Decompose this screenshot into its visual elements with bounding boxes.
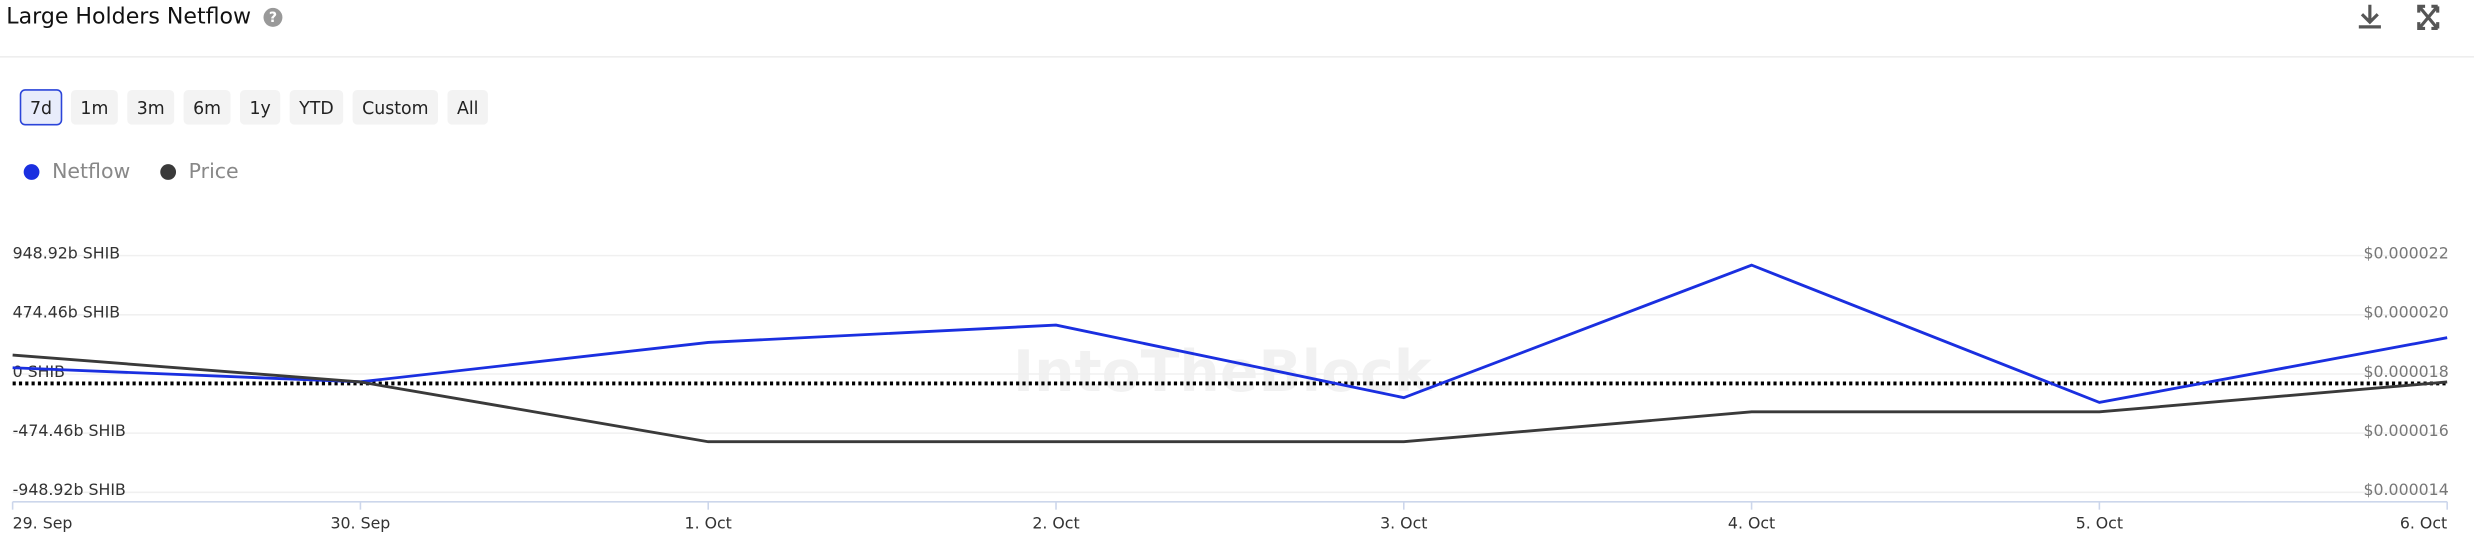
y2-tick-label: $0.000016	[2363, 421, 2448, 440]
range-button[interactable]	[289, 89, 344, 125]
x-tick-label: 30. Sep	[331, 513, 391, 532]
range-button[interactable]	[239, 89, 281, 125]
watermark: IntoTheBlock	[1013, 339, 1433, 405]
range-button-label[interactable]: 1y	[249, 99, 270, 119]
x-tick-label: 2. Oct	[1032, 513, 1079, 532]
y-tick-label: 948.92b SHIB	[13, 244, 121, 263]
x-tick-label: 5. Oct	[2076, 513, 2123, 532]
help-icon[interactable]	[263, 7, 283, 27]
legend-marker[interactable]	[160, 164, 177, 180]
range-button-label[interactable]: Custom	[362, 99, 428, 119]
y2-tick-label: $0.000020	[2363, 303, 2448, 322]
range-button-label[interactable]: 1m	[80, 99, 108, 119]
y-tick-label: 474.46b SHIB	[13, 303, 121, 322]
range-button[interactable]	[447, 89, 488, 125]
range-button[interactable]	[19, 89, 63, 126]
range-button[interactable]	[70, 89, 118, 125]
y2-tick-label: $0.000014	[2363, 480, 2448, 499]
range-button[interactable]	[183, 89, 231, 125]
download-icon[interactable]	[2358, 4, 2381, 29]
range-button-label[interactable]: 3m	[137, 99, 165, 119]
x-tick-label: 4. Oct	[1728, 513, 1775, 532]
y-tick-label: -948.92b SHIB	[13, 480, 126, 499]
legend-marker[interactable]	[23, 164, 40, 180]
series-line	[12, 353, 2448, 444]
y-tick-label: 0 SHIB	[13, 362, 65, 381]
x-tick-label: 6. Oct	[2400, 513, 2447, 532]
legend-label[interactable]: Netflow	[52, 159, 130, 183]
range-button-label[interactable]: 7d	[30, 99, 52, 119]
range-button-label[interactable]: 6m	[193, 99, 221, 119]
x-tick-label: 1. Oct	[685, 513, 732, 532]
x-tick-label: 29. Sep	[13, 513, 73, 532]
legend-label[interactable]: Price	[189, 159, 239, 183]
page-title: Large Holders Netflow	[6, 4, 251, 29]
range-button-label[interactable]: YTD	[298, 99, 334, 119]
x-tick-label: 3. Oct	[1380, 513, 1427, 532]
series-line	[12, 263, 2448, 404]
y2-tick-label: $0.000022	[2363, 244, 2448, 263]
y-tick-label: -474.46b SHIB	[13, 421, 126, 440]
help-icon-mark: ?	[269, 10, 277, 26]
range-button[interactable]	[352, 89, 439, 125]
range-button-label[interactable]: All	[457, 99, 479, 119]
y2-tick-label: $0.000018	[2363, 362, 2448, 381]
fullscreen-icon[interactable]	[2417, 4, 2440, 31]
range-button[interactable]	[127, 89, 175, 125]
